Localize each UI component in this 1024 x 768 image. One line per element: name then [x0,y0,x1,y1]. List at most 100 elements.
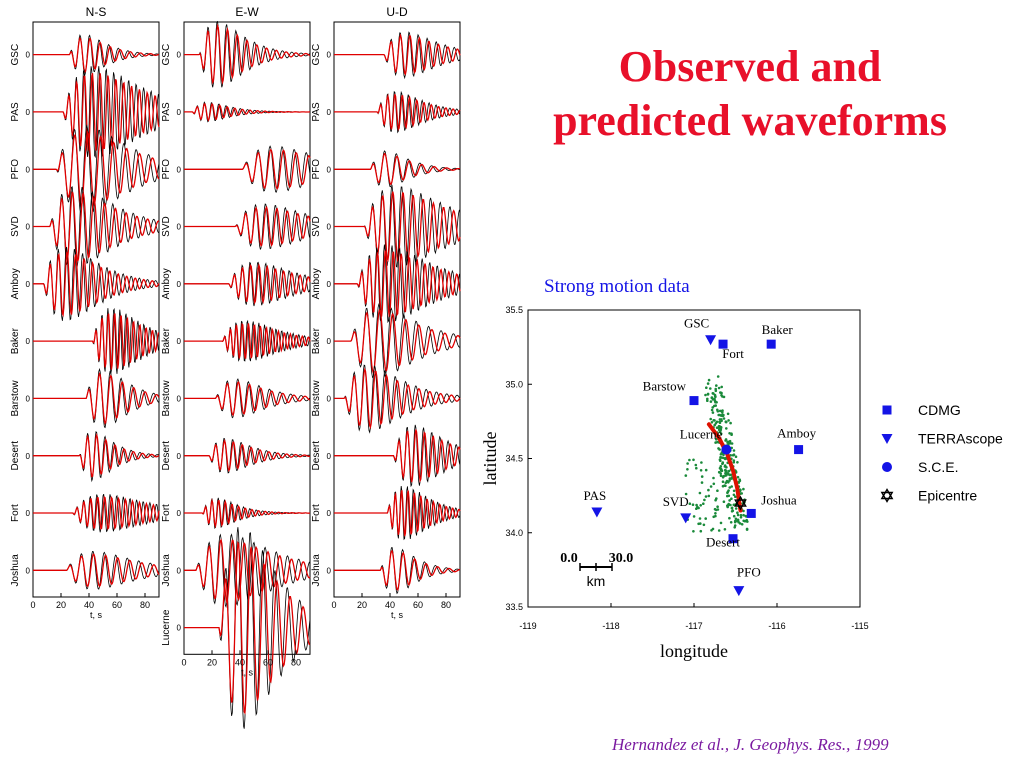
station-marker-gsc [705,335,717,346]
aftershock-dot [726,472,730,475]
aftershock-dot [728,486,731,489]
aftershock-dot [738,522,742,525]
aftershock-dot [723,528,727,531]
zero-label-n-s-baker: 0 [26,337,31,346]
map-x-tick-label: -115 [851,621,868,631]
epicentre-marker [734,495,747,511]
aftershock-dot [724,420,728,424]
aftershock-dot [728,499,731,502]
x-tick-label: 60 [112,600,122,610]
aftershock-dot [730,506,734,510]
star-triangle-down [734,499,747,511]
predicted-trace-n-s-amboy [33,252,160,318]
aftershock-dot [718,466,722,470]
zero-label-e-w-desert: 0 [177,452,182,461]
aftershock-dot [698,491,702,495]
aftershock-dot [694,463,698,467]
legend-label-s-c-e: S.C.E. [918,459,958,475]
station-label-n-s-joshua: Joshua [10,554,21,587]
predicted-trace-e-w-baker [184,322,311,359]
map-x-tick-label: -118 [602,621,619,631]
aftershock-dot [714,404,717,407]
aftershock-dot [722,500,726,504]
zero-label-n-s-pfo: 0 [26,165,31,174]
map-y-tick-label: 33.5 [505,602,523,612]
aftershock-dot [717,386,721,390]
predicted-trace-n-s-barstow [33,371,160,425]
predicted-trace-u-d-pas [334,93,461,132]
legend-symbol-s-c-e [882,462,892,472]
zero-label-e-w-pas: 0 [177,108,182,117]
station-label-u-d-baker: Baker [311,327,322,354]
zero-label-e-w-baker: 0 [177,337,182,346]
title-line-2: predicted waveforms [553,96,947,145]
x-tick-label: 40 [84,600,94,610]
station-label-barstow: Barstow [643,379,687,394]
panel-title: U-D [386,5,408,19]
aftershock-dot [718,448,721,451]
x-tick-label: 60 [413,600,423,610]
aftershock-dot [706,392,710,396]
aftershock-dot [725,473,728,477]
map-subtitle: Strong motion data [544,276,690,297]
aftershock-dot [718,409,722,413]
aftershock-dot [711,411,715,414]
aftershock-dot [725,469,728,473]
panel-title: N-S [86,5,107,19]
aftershock-dot [726,494,729,498]
predicted-trace-u-d-baker [334,308,461,375]
predicted-trace-u-d-gsc [334,33,461,76]
aftershock-dot [700,461,703,464]
aftershock-dot [707,378,711,382]
aftershock-dot [692,515,696,518]
aftershock-dot [705,386,708,390]
aftershock-dot [686,468,689,471]
map-y-axis-label: latitude [480,431,500,485]
station-marker-baker [766,339,776,349]
aftershock-dot [739,488,742,492]
zero-label-e-w-lucerne: 0 [177,624,182,633]
x-tick-label: 80 [140,600,150,610]
panel-title: E-W [235,5,259,19]
station-label-u-d-svd: SVD [311,216,322,237]
aftershock-dot [725,480,729,484]
predicted-trace-e-w-joshua [184,538,311,604]
predicted-trace-e-w-svd [184,205,311,247]
predicted-trace-e-w-pas [184,102,310,122]
zero-label-u-d-pfo: 0 [327,165,332,174]
x-tick-label: 40 [235,657,245,667]
predicted-trace-n-s-svd [33,191,160,262]
station-label-n-s-barstow: Barstow [10,380,21,417]
legend-label-epicentre: Epicentre [918,488,977,504]
aftershock-dot [734,507,738,510]
predicted-trace-e-w-gsc [184,23,311,85]
station-label-u-d-fort: Fort [311,504,322,522]
station-label-e-w-gsc: GSC [161,44,172,66]
station-label-e-w-barstow: Barstow [161,380,172,417]
x-tick-label: 80 [441,600,451,610]
zero-label-n-s-desert: 0 [26,452,31,461]
station-label-u-d-joshua: Joshua [311,554,322,587]
predicted-trace-n-s-pfo [33,130,160,209]
aftershock-dot [736,475,740,479]
map-y-tick-label: 34.0 [505,528,523,538]
zero-label-u-d-svd: 0 [327,223,332,232]
aftershock-dot [725,427,728,430]
station-label-n-s-svd: SVD [10,216,21,237]
legend-symbol-terrascope [881,434,893,444]
aftershock-dot [722,417,726,420]
aftershock-dot [739,516,743,519]
zero-label-e-w-fort: 0 [177,509,182,518]
map-y-tick-label: 35.0 [505,379,523,389]
aftershock-dot [728,432,731,435]
station-label-e-w-lucerne: Lucerne [161,609,172,646]
predicted-trace-u-d-pfo [334,152,461,186]
aftershock-dot [745,528,749,531]
aftershock-dot [728,516,731,520]
predicted-trace-e-w-fort [184,498,310,529]
station-marker-amboy [794,445,804,455]
predicted-trace-n-s-baker [33,313,160,370]
station-label-e-w-pas: PAS [161,102,172,122]
